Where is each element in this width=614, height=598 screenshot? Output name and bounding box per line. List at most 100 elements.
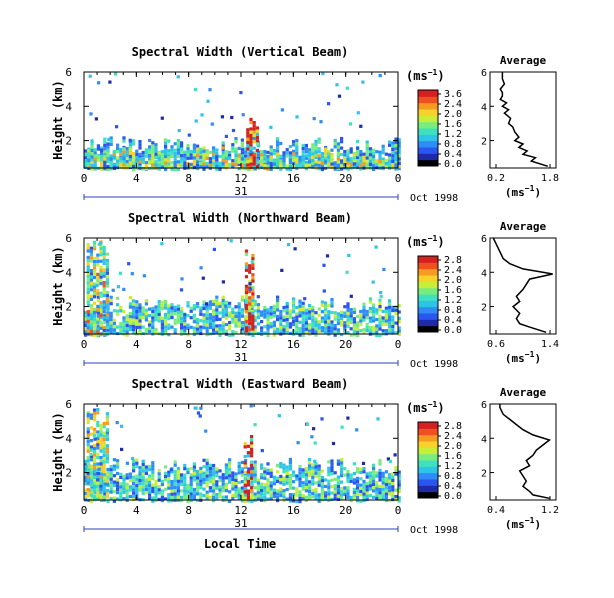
heatmap-cell bbox=[391, 491, 395, 495]
heatmap-cell bbox=[170, 470, 174, 474]
heatmap-cell bbox=[96, 484, 100, 488]
heatmap-cell bbox=[109, 324, 113, 328]
heatmap-cell bbox=[194, 119, 198, 123]
heatmap-cell bbox=[394, 157, 398, 162]
heatmap-cell bbox=[276, 495, 280, 499]
heatmap-cell bbox=[151, 483, 155, 487]
heatmap-cell bbox=[253, 479, 257, 483]
heatmap-cell bbox=[263, 499, 267, 503]
profile-title: Average bbox=[500, 220, 547, 233]
heatmap-cell bbox=[173, 155, 177, 159]
colorbar-swatch bbox=[418, 140, 438, 148]
heatmap-cell bbox=[253, 492, 257, 496]
heatmap-cell bbox=[295, 315, 299, 319]
heatmap-cell bbox=[244, 316, 249, 320]
heatmap-cell bbox=[248, 267, 252, 271]
heatmap-cell bbox=[116, 497, 120, 501]
heatmap-cell bbox=[253, 460, 257, 464]
heatmap-cell bbox=[105, 258, 109, 263]
heatmap-cell bbox=[164, 316, 168, 320]
heatmap-cell bbox=[173, 142, 177, 146]
heatmap-cell bbox=[276, 295, 280, 299]
colorbar-tick-label: 1.6 bbox=[444, 119, 462, 130]
heatmap-cell bbox=[336, 494, 340, 498]
heatmap-cell bbox=[372, 470, 376, 474]
heatmap-cell bbox=[243, 486, 247, 491]
heatmap-cell bbox=[164, 303, 168, 307]
heatmap-cell bbox=[109, 142, 113, 146]
heatmap-cell bbox=[246, 131, 250, 135]
colorbar-tick-label: 1.2 bbox=[444, 295, 462, 306]
heatmap-cell bbox=[205, 458, 209, 462]
heatmap-cell bbox=[93, 450, 97, 454]
heatmap-cell bbox=[324, 323, 328, 327]
heatmap-cell bbox=[122, 150, 126, 154]
heatmap-cell bbox=[327, 322, 331, 327]
heatmap-cell bbox=[330, 326, 334, 330]
heatmap-cell bbox=[144, 331, 148, 335]
heatmap-cell bbox=[205, 326, 209, 330]
heatmap-cell bbox=[304, 163, 308, 168]
heatmap-cell bbox=[176, 160, 180, 164]
heatmap-cell bbox=[221, 473, 225, 477]
heatmap-cell bbox=[295, 154, 299, 159]
heatmap-cell bbox=[327, 164, 331, 168]
heatmap-cell bbox=[176, 145, 180, 149]
heatmap-cell bbox=[301, 143, 305, 147]
heatmap-cell bbox=[122, 326, 126, 330]
heatmap-cell bbox=[285, 302, 289, 306]
heatmap-cell bbox=[240, 298, 244, 302]
heatmap-cell bbox=[253, 463, 257, 467]
heatmap-cell bbox=[90, 164, 94, 168]
heatmap-cell bbox=[154, 308, 158, 312]
heatmap-cell bbox=[365, 475, 369, 479]
heatmap-cell bbox=[340, 162, 344, 166]
colorbar: 2.82.42.01.61.20.80.40.0(ms−1) bbox=[406, 234, 462, 336]
heatmap-cell bbox=[381, 322, 385, 326]
heatmap-cell bbox=[116, 285, 120, 289]
heatmap-cell bbox=[330, 156, 334, 160]
heatmap-cell bbox=[340, 323, 344, 327]
heatmap-cell bbox=[252, 137, 256, 141]
date-tick-label: 31 bbox=[234, 517, 247, 530]
heatmap-cell bbox=[154, 482, 158, 487]
heatmap-cell bbox=[330, 459, 334, 463]
heatmap-cell bbox=[317, 470, 321, 475]
heatmap-cell bbox=[320, 300, 324, 304]
heatmap-cell bbox=[288, 160, 292, 165]
heatmap-cell bbox=[176, 486, 180, 490]
heatmap-cell bbox=[269, 306, 273, 310]
heatmap-cell bbox=[301, 155, 305, 159]
heatmap-cell bbox=[340, 425, 344, 429]
colorbar-tick-label: 0.8 bbox=[444, 139, 462, 150]
heatmap-cell bbox=[244, 265, 249, 269]
heatmap-cell bbox=[336, 155, 340, 159]
heatmap-cell bbox=[249, 159, 253, 163]
heatmap-cell bbox=[391, 315, 395, 319]
heatmap-cell bbox=[93, 453, 97, 457]
date-tick-label: 31 bbox=[234, 351, 247, 364]
heatmap-cell bbox=[192, 487, 196, 492]
x-tick-label: 12 bbox=[234, 338, 247, 351]
heatmap-cell bbox=[224, 463, 228, 467]
heatmap-cell bbox=[263, 315, 267, 319]
heatmap-cell bbox=[288, 457, 292, 461]
heatmap-cell bbox=[189, 495, 193, 499]
heatmap-cell bbox=[148, 468, 152, 472]
heatmap-cell bbox=[86, 411, 90, 415]
heatmap-cell bbox=[89, 426, 93, 430]
heatmap-cell bbox=[157, 164, 161, 168]
heatmap-cell bbox=[151, 310, 155, 314]
heatmap-cell bbox=[244, 303, 249, 308]
heatmap-cell bbox=[102, 268, 106, 272]
heatmap-cell bbox=[251, 466, 255, 470]
heatmap-cell bbox=[378, 468, 382, 472]
heatmap-cell bbox=[388, 308, 392, 313]
heatmap-cell bbox=[102, 316, 106, 320]
heatmap-cell bbox=[103, 482, 107, 486]
heatmap-cell bbox=[99, 423, 103, 428]
heatmap-cell bbox=[212, 149, 216, 153]
heatmap-cell bbox=[183, 316, 187, 320]
heatmap-cell bbox=[151, 156, 155, 161]
